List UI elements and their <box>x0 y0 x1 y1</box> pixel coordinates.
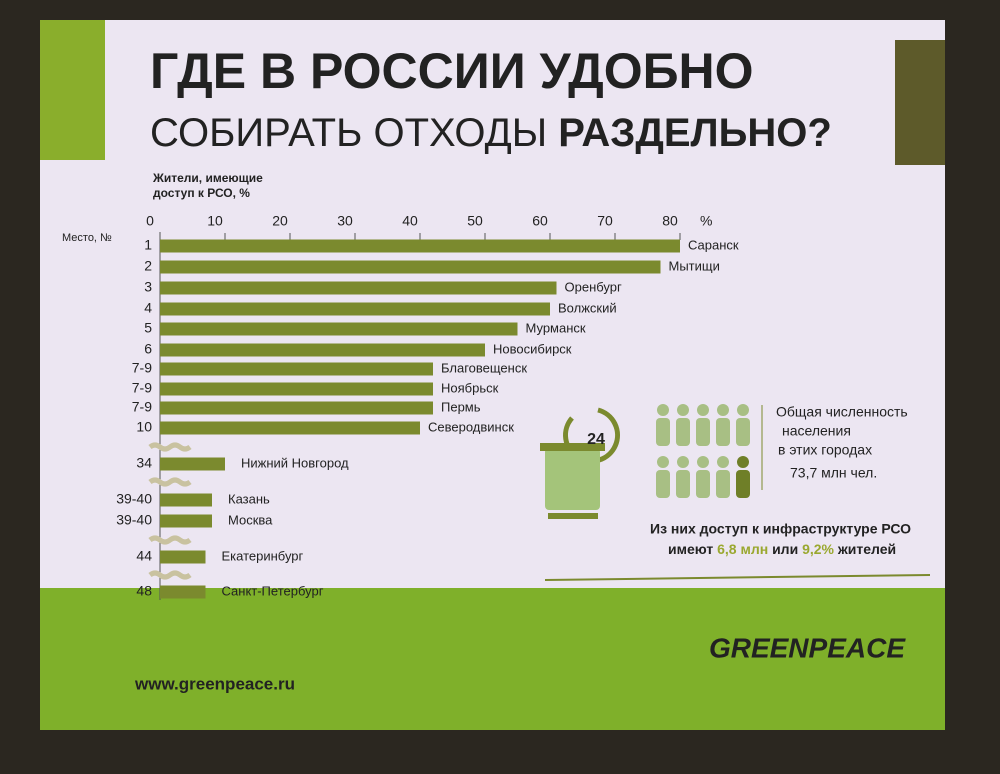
axis-breaks <box>148 442 192 580</box>
bar <box>160 281 557 295</box>
break <box>148 535 192 545</box>
bar <box>160 401 433 415</box>
access-part: 6,8 млн <box>717 541 768 557</box>
bar <box>160 239 680 253</box>
corner-block <box>895 40 945 165</box>
rank-label: 2 <box>144 258 152 274</box>
bar <box>160 493 212 507</box>
rank-label: 5 <box>144 320 152 336</box>
bar <box>160 457 225 471</box>
bar <box>160 302 550 316</box>
icon-bin <box>545 448 600 510</box>
x-tick-label: 40 <box>402 213 418 229</box>
x-tick-label: 60 <box>532 213 548 229</box>
bar <box>160 585 206 599</box>
icon-base <box>548 513 598 519</box>
category-label: Мурманск <box>526 320 586 335</box>
corner-block <box>40 20 105 160</box>
bar <box>160 322 518 336</box>
category-label: Пермь <box>441 399 481 414</box>
break <box>148 477 192 487</box>
icon-number: 24 <box>587 431 605 448</box>
access-part: 9,2% <box>802 541 834 557</box>
info-text: Общая численность <box>776 404 908 420</box>
rank-label: 39-40 <box>116 491 152 507</box>
subtitle-part: СОБИРАТЬ ОТХОДЫ <box>150 111 547 155</box>
break <box>148 570 192 580</box>
x-tick-label: 50 <box>467 213 483 229</box>
bar <box>160 362 433 376</box>
rank-label: 6 <box>144 341 152 357</box>
access-part: или <box>772 541 798 557</box>
x-tick-label: 10 <box>207 213 223 229</box>
category-label: Новосибирск <box>493 341 572 356</box>
divider <box>544 574 931 581</box>
bar <box>160 514 212 528</box>
category-label: Волжский <box>558 300 617 315</box>
category-label: Оренбург <box>565 279 622 294</box>
category-label: Москва <box>228 512 273 527</box>
info-value: 73,7 млн чел. <box>790 465 877 481</box>
rank-label: 1 <box>144 237 152 253</box>
category-label: Санкт-Петербург <box>222 583 324 598</box>
rank-label: 39-40 <box>116 512 152 528</box>
x-tick-label: 80 <box>662 213 678 229</box>
rank-label: 7-9 <box>132 399 152 415</box>
x-tick-label: 70 <box>597 213 613 229</box>
title: ГДЕ В РОССИИ УДОБНО <box>150 43 754 99</box>
info-text: в этих городах <box>778 442 872 458</box>
bar <box>160 550 206 564</box>
category-label: Казань <box>228 491 270 506</box>
bar <box>160 382 433 396</box>
bar <box>160 343 485 357</box>
category-label: Нижний Новгород <box>241 455 349 470</box>
footer-band <box>40 588 945 730</box>
access-part: жителей <box>837 541 896 557</box>
category-label: Благовещенск <box>441 360 527 375</box>
brand: GREENPEACE <box>709 632 906 663</box>
rank-label: 10 <box>136 419 152 435</box>
rank-label: 7-9 <box>132 380 152 396</box>
rank-label: 4 <box>144 300 152 316</box>
rank-label: 34 <box>136 455 152 471</box>
rank-label: 7-9 <box>132 360 152 376</box>
axis-label: Жители, имеющие <box>152 171 263 185</box>
rank-label: 3 <box>144 279 152 295</box>
info-text: населения <box>782 423 851 439</box>
subtitle-part: РАЗДЕЛЬНО? <box>558 111 832 155</box>
axis-label: доступ к РСО, % <box>153 186 250 200</box>
rank-label: 44 <box>136 548 152 564</box>
axis-unit: % <box>700 213 712 229</box>
rank-label: 48 <box>136 583 152 599</box>
x-tick-label: 20 <box>272 213 288 229</box>
category-label: Саранск <box>688 237 739 252</box>
people-icons <box>656 404 750 498</box>
footer-url: www.greenpeace.ru <box>134 674 295 693</box>
rank-header: Место, № <box>62 232 112 244</box>
category-label: Мытищи <box>669 258 720 273</box>
x-tick-label: 30 <box>337 213 353 229</box>
category-label: Екатеринбург <box>222 548 304 563</box>
x-tick-label: 0 <box>146 213 154 229</box>
access-part: имеют <box>668 541 713 557</box>
info-access: имеют 6,8 млн или 9,2% жителей <box>668 541 896 557</box>
recycle-icon: 24 <box>540 407 621 519</box>
break <box>148 442 192 452</box>
bar <box>160 260 661 274</box>
subtitle: СОБИРАТЬ ОТХОДЫ РАЗДЕЛЬНО? <box>150 111 832 155</box>
info-access: Из них доступ к инфраструктуре РСО <box>650 521 911 537</box>
category-label: Северодвинск <box>428 419 514 434</box>
bar <box>160 421 420 435</box>
icon-lid <box>540 443 605 451</box>
category-label: Ноябрьск <box>441 380 499 395</box>
